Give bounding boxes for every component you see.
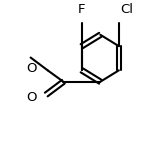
Text: F: F [78,3,86,16]
Text: O: O [26,91,36,104]
Text: Cl: Cl [120,3,133,16]
Text: O: O [26,62,36,75]
